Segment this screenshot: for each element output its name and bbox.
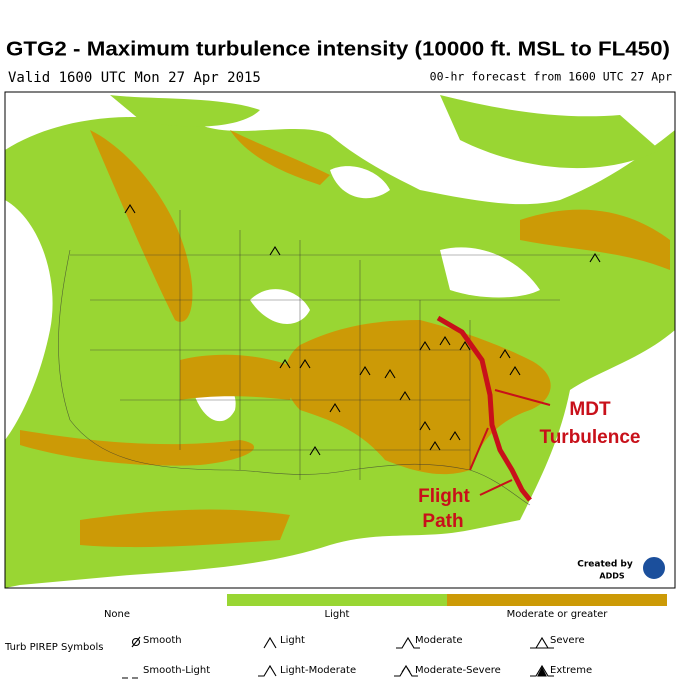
noaa-logo (641, 555, 667, 581)
mdt-label: MDT (569, 399, 611, 420)
credit: Created by (577, 560, 633, 570)
pirep-label: Light-Moderate (280, 665, 356, 676)
moderate-region (90, 130, 193, 322)
legend: None Light Moderate or greater (7, 594, 667, 620)
boundaries (58, 210, 600, 506)
legend-label: Light (325, 609, 350, 620)
pirep-symbols (122, 636, 554, 679)
pirep-label: Smooth (143, 635, 182, 646)
title: GTG2 - Maximum turbulence intensity (100… (6, 38, 670, 60)
light-region (440, 95, 660, 169)
forecast-time: 00-hr forecast from 1600 UTC 27 Apr (430, 70, 672, 84)
moderate-region (520, 209, 670, 270)
pirep-label: Moderate-Severe (415, 665, 501, 676)
pirep-label: Moderate (415, 635, 463, 646)
legend-swatch (7, 594, 227, 606)
pirep-labels: Smooth Light Moderate Severe Smooth-Light Lig… (143, 635, 592, 676)
moderate-region (230, 130, 330, 185)
flight-path-label: Path (422, 511, 463, 532)
valid-time: Valid 1600 UTC Mon 27 Apr 2015 (8, 70, 261, 86)
legend-label: Moderate or greater (507, 609, 609, 620)
flight-path (436, 315, 532, 502)
legend-label: None (104, 609, 130, 620)
flight-path-label: Flight (418, 486, 470, 507)
mdt-label: Turbulence (540, 427, 641, 448)
pirep-label: Light (280, 635, 305, 646)
legend-swatch (227, 594, 447, 606)
moderate-region (20, 430, 255, 466)
pirep-title: Turb PIREP Symbols (4, 642, 103, 653)
pirep-marks (124, 203, 601, 456)
legend-swatch (447, 594, 667, 606)
pirep-label: Extreme (550, 665, 592, 676)
moderate-region (80, 509, 290, 548)
credit: ADDS (599, 572, 624, 581)
pirep-label: Severe (550, 635, 585, 646)
map (4, 91, 676, 589)
pirep-label: Smooth-Light (143, 665, 210, 676)
light-region (110, 95, 260, 127)
callout-lines (469, 389, 551, 496)
map-frame (4, 91, 676, 589)
